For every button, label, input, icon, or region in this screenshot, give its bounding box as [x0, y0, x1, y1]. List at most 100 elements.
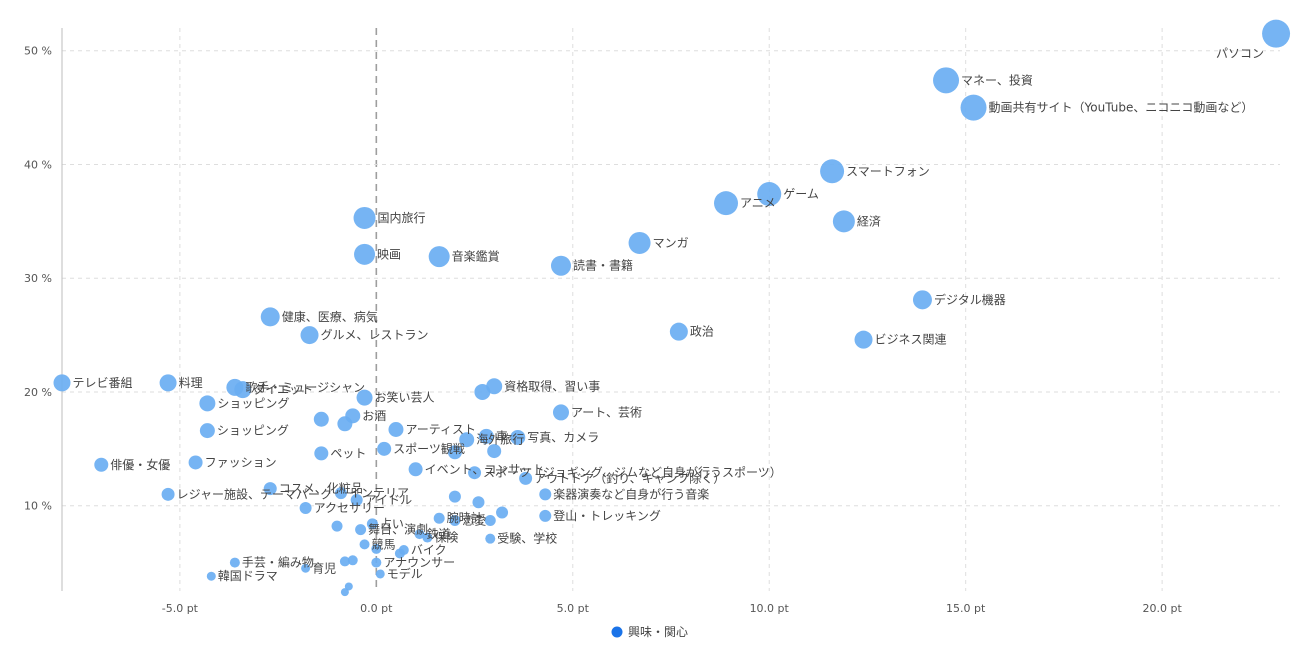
data-bubble[interactable]: [350, 494, 363, 507]
data-label: テレビ番組: [73, 376, 133, 390]
data-bubble[interactable]: [539, 509, 552, 522]
data-label: モデル: [387, 566, 423, 581]
data-bubble[interactable]: [550, 255, 571, 276]
data-bubble[interactable]: [347, 555, 358, 566]
data-bubble[interactable]: [484, 514, 496, 526]
data-bubble[interactable]: [313, 411, 329, 427]
data-bubble[interactable]: [832, 210, 855, 233]
data-bubble[interactable]: [339, 556, 350, 567]
data-bubble[interactable]: [300, 326, 319, 345]
data-bubble[interactable]: [757, 182, 782, 207]
data-bubble[interactable]: [912, 290, 932, 310]
data-bubble[interactable]: [199, 395, 216, 412]
data-bubble[interactable]: [486, 378, 503, 395]
data-bubble[interactable]: [433, 512, 445, 524]
legend[interactable]: 興味・関心: [611, 625, 689, 639]
data-label: ショッピング: [217, 424, 289, 438]
data-bubble[interactable]: [299, 501, 312, 514]
data-bubble[interactable]: [301, 563, 311, 573]
data-bubble[interactable]: [355, 524, 367, 536]
data-bubble[interactable]: [394, 548, 405, 559]
data-bubble[interactable]: [487, 444, 502, 459]
data-bubble[interactable]: [199, 423, 215, 439]
y-tick-label: 40 %: [24, 158, 52, 171]
data-label: 海外旅行: [476, 432, 524, 447]
data-bubble[interactable]: [53, 374, 71, 392]
data-bubble[interactable]: [448, 490, 461, 503]
data-bubble[interactable]: [472, 496, 485, 509]
data-label: スポーツ（ジョギング、ジムなど自身が行うスポーツ）: [483, 465, 782, 480]
data-label: 政治: [690, 325, 714, 339]
data-bubble[interactable]: [519, 471, 533, 485]
data-label: 競馬: [372, 536, 396, 551]
data-bubble[interactable]: [820, 159, 845, 184]
data-label: イベント、コンサート: [425, 462, 545, 476]
data-bubble[interactable]: [478, 428, 494, 444]
data-bubble[interactable]: [552, 404, 569, 421]
data-bubble[interactable]: [714, 191, 739, 216]
data-label: 保険: [434, 531, 458, 545]
data-bubble[interactable]: [344, 582, 353, 591]
legend-marker: [611, 626, 623, 638]
data-bubble[interactable]: [337, 416, 353, 432]
data-bubble[interactable]: [428, 246, 450, 268]
data-bubble[interactable]: [377, 441, 392, 456]
data-bubble[interactable]: [669, 322, 688, 341]
data-bubble[interactable]: [159, 374, 177, 392]
data-bubble[interactable]: [422, 532, 433, 543]
data-bubble[interactable]: [485, 533, 496, 544]
data-bubble[interactable]: [359, 539, 370, 550]
data-bubble[interactable]: [354, 243, 376, 265]
data-bubble[interactable]: [496, 506, 509, 519]
data-label: お酒: [362, 409, 386, 423]
data-bubble[interactable]: [414, 529, 425, 540]
y-tick-label: 20 %: [24, 386, 52, 399]
data-bubble[interactable]: [408, 462, 423, 477]
data-bubble[interactable]: [356, 389, 373, 406]
data-bubble[interactable]: [459, 432, 475, 448]
data-bubble[interactable]: [449, 514, 461, 526]
data-label: アート、芸術: [571, 405, 642, 419]
data-label: コスメ、化粧品: [279, 482, 363, 496]
bubble-layer: [53, 19, 1291, 597]
data-label: アクセサリー: [314, 501, 385, 515]
data-label: アーティスト: [405, 422, 476, 436]
x-tick-label: -5.0 pt: [162, 602, 199, 615]
data-bubble[interactable]: [314, 446, 329, 461]
data-label: 韓国ドラマ: [218, 569, 278, 583]
data-bubble[interactable]: [854, 330, 873, 349]
data-bubble[interactable]: [933, 67, 960, 94]
data-bubble[interactable]: [263, 482, 277, 496]
data-bubble[interactable]: [260, 307, 280, 327]
data-bubble[interactable]: [375, 569, 385, 579]
data-bubble[interactable]: [960, 94, 987, 121]
data-bubble[interactable]: [229, 557, 240, 568]
data-label: マネー、投資: [961, 72, 1033, 87]
data-bubble[interactable]: [388, 421, 404, 437]
data-label: 占い: [380, 516, 404, 531]
data-bubble[interactable]: [161, 487, 175, 501]
data-bubble[interactable]: [468, 466, 482, 480]
data-bubble[interactable]: [510, 429, 526, 445]
legend-label: 興味・関心: [628, 625, 688, 639]
data-bubble[interactable]: [371, 543, 382, 554]
data-bubble[interactable]: [353, 206, 376, 229]
data-bubble[interactable]: [371, 557, 382, 568]
data-label: 動画共有サイト（YouTube、ニコニコ動画など）: [989, 101, 1254, 115]
data-bubble[interactable]: [334, 487, 347, 500]
data-bubble[interactable]: [366, 518, 378, 530]
data-bubble[interactable]: [539, 488, 552, 501]
data-bubble[interactable]: [628, 231, 651, 254]
data-bubble[interactable]: [226, 378, 244, 396]
data-bubble[interactable]: [94, 457, 109, 472]
data-bubble[interactable]: [1262, 19, 1291, 48]
data-bubble[interactable]: [188, 455, 203, 470]
data-bubble[interactable]: [340, 588, 349, 597]
data-label: 歌手・ミュージシャン: [245, 379, 365, 394]
data-bubble[interactable]: [447, 445, 462, 460]
data-bubble[interactable]: [331, 520, 343, 532]
data-bubble[interactable]: [206, 571, 216, 581]
data-label: 俳優・女優: [110, 457, 170, 472]
